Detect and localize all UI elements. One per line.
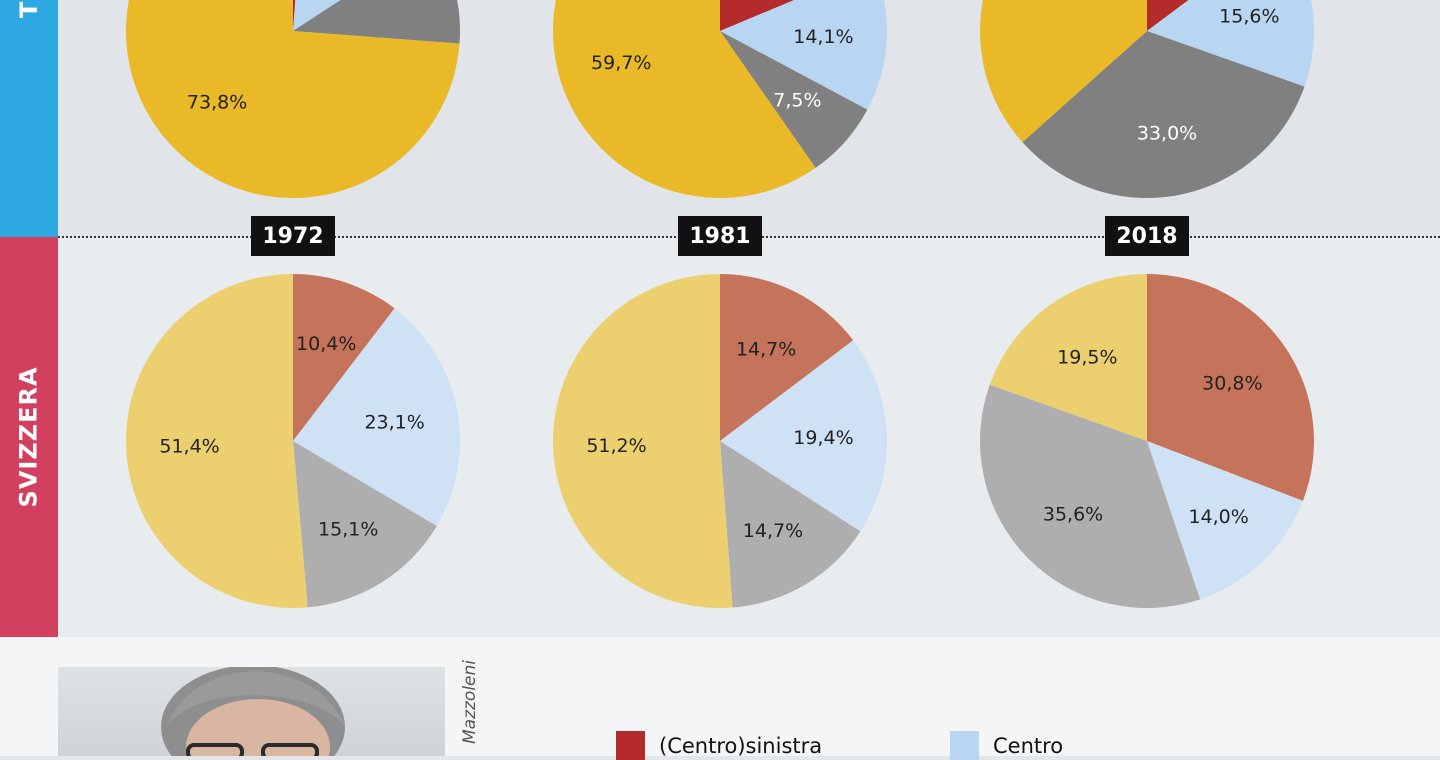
- year-label-1981: 1981: [678, 216, 762, 256]
- pie-data-label: 51,4%: [159, 436, 219, 458]
- pie-slice-center: [293, 0, 341, 31]
- pie-svizzera-1981: 14,7% 19,4% 14,7% 51,2%: [553, 274, 887, 608]
- pie-slice-right: [720, 31, 868, 168]
- pie-ticino-1972: 73,8%: [126, 0, 460, 198]
- year-label-1972: 1972: [251, 216, 335, 256]
- svizzera-section-tab: SVIZZERA: [0, 237, 58, 637]
- pie-data-label: 14,1%: [793, 26, 853, 48]
- pie-data-label: 30,8%: [1202, 372, 1262, 394]
- pie-slice-other: [126, 0, 460, 198]
- pie-slice-center: [293, 308, 460, 527]
- pie-data-label: 19,5%: [1057, 346, 1117, 368]
- pie-data-label: 35,6%: [1043, 503, 1103, 525]
- pie-data-label: 59,7%: [591, 52, 651, 74]
- pie-data-label: 15,6%: [1219, 5, 1279, 27]
- legend-item-center: Centro: [950, 731, 1063, 760]
- pie-svizzera-1972: 10,4% 23,1% 15,1% 51,4%: [126, 273, 460, 608]
- legend-label-center: Centro: [993, 733, 1064, 758]
- pie-data-label: 73,8%: [187, 91, 247, 113]
- pie-slice-center: [1147, 441, 1303, 600]
- pie-ticino-1981: 14,1% 7,5% 59,7%: [553, 0, 887, 198]
- pie-data-label: 14,7%: [743, 520, 803, 542]
- pie-svizzera-2018: 30,8% 14,0% 35,6% 19,5%: [980, 274, 1314, 608]
- pie-slice-right: [293, 0, 460, 44]
- legend-swatch-left: [616, 731, 645, 760]
- author-photo: [58, 667, 445, 756]
- pie-data-label: 33,0%: [1137, 123, 1197, 145]
- pie-data-label: 15,1%: [318, 519, 378, 541]
- pie-slice-left: [293, 274, 395, 441]
- pie-slice-left: [720, 274, 854, 441]
- pie-slice-center: [720, 340, 887, 532]
- pie-data-label: 51,2%: [586, 435, 646, 457]
- legend-item-left: (Centro)sinistra: [616, 731, 822, 760]
- pie-slice-left: [293, 0, 296, 31]
- pie-slice-other: [553, 274, 733, 608]
- pie-slice-right: [1022, 31, 1305, 198]
- pie-slice-other: [553, 0, 816, 198]
- photo-credit: Mazzoleni: [460, 659, 481, 745]
- pie-ticino-2018: 15,6% 33,0%: [980, 0, 1314, 198]
- pie-slice-other: [126, 273, 308, 608]
- pie-slice-other: [989, 274, 1147, 441]
- pie-slice-center: [720, 0, 887, 110]
- pie-slice-left: [1147, 0, 1189, 31]
- pie-slice-left: [720, 0, 795, 31]
- pie-data-label: 19,4%: [793, 427, 853, 449]
- pie-slice-center: [1147, 0, 1314, 87]
- pie-slice-right: [720, 441, 861, 608]
- legend-swatch-center: [950, 731, 979, 760]
- pie-slice-right: [980, 384, 1201, 608]
- pie-slice-other: [980, 0, 1147, 143]
- pie-data-label: 14,7%: [736, 338, 796, 360]
- pie-data-label: 10,4%: [296, 333, 356, 355]
- pie-data-label: 23,1%: [364, 411, 424, 433]
- legend-label-left: (Centro)sinistra: [659, 733, 823, 758]
- pie-data-label: 7,5%: [773, 90, 821, 112]
- pie-slice-right: [293, 441, 437, 608]
- ticino-section-tab: TICINO: [0, 0, 58, 237]
- pie-slice-left: [1147, 274, 1314, 501]
- year-label-2018: 2018: [1105, 216, 1189, 256]
- pie-data-label: 14,0%: [1188, 506, 1248, 528]
